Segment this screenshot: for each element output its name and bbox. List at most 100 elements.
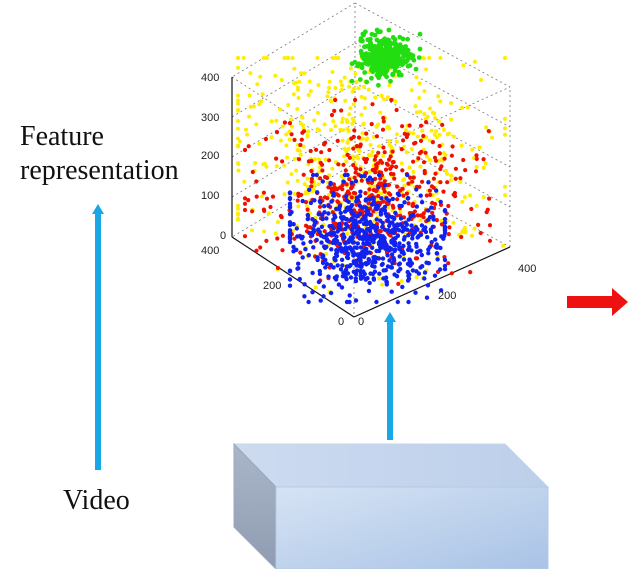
scatter-point-blue (326, 274, 331, 279)
scatter-point-red (263, 136, 268, 142)
scatter-point-blue (369, 224, 374, 229)
scatter-point-green (379, 48, 385, 53)
scatter-point-yellow (269, 135, 274, 140)
scatter-point-yellow (432, 132, 437, 137)
scatter-point-blue (400, 229, 405, 234)
scatter-point-blue (296, 261, 301, 266)
scatter-point-blue (353, 178, 359, 184)
scatter-point-blue (295, 234, 300, 239)
scatter-point-yellow (483, 161, 488, 166)
scatter-point-red (336, 162, 341, 167)
scatter-point-blue (337, 241, 343, 247)
scatter-point-blue (357, 255, 362, 261)
scatter-point-yellow (381, 154, 385, 158)
scatter-point-blue (334, 253, 340, 258)
scatter-point-blue (406, 233, 411, 238)
scatter-point-red (242, 201, 248, 206)
scatter-point-yellow (449, 101, 454, 105)
scatter-point-blue (295, 266, 300, 271)
scatter-point-red (434, 218, 439, 223)
scatter-point-red (359, 178, 364, 183)
scatter-point-blue (419, 200, 425, 205)
scatter-point-red (400, 168, 405, 173)
scatter-point-blue (336, 282, 342, 287)
scatter-point-blue (327, 224, 332, 229)
scatter-point-red (274, 130, 280, 135)
scatter-point-yellow (305, 204, 309, 209)
scatter-point-yellow (285, 180, 290, 185)
scatter-point-red (309, 168, 314, 174)
scatter-point-red (340, 187, 345, 192)
scatter-point-red (275, 236, 280, 241)
scatter-point-blue (414, 244, 419, 249)
scatter-point-blue (373, 255, 378, 260)
scatter-point-red (481, 157, 486, 162)
scatter-point-blue (426, 180, 431, 185)
scatter-point-blue (321, 234, 327, 240)
scatter-point-red (387, 157, 392, 162)
scatter-point-green (364, 79, 370, 85)
scatter-point-red (386, 191, 392, 196)
scatter-point-red (391, 159, 396, 165)
scatter-point-yellow (306, 93, 311, 97)
scatter-point-blue (356, 233, 362, 239)
scatter-point-yellow (503, 126, 507, 131)
scatter-point-blue (345, 207, 350, 213)
scatter-point-yellow (451, 220, 456, 225)
scatter-point-blue (326, 211, 331, 216)
scatter-point-red (402, 131, 407, 136)
scatter-point-red (364, 131, 369, 136)
scatter-point-yellow (316, 83, 321, 87)
scatter-point-red (394, 107, 399, 113)
scatter-point-blue (368, 271, 373, 276)
scatter-point-green (417, 46, 423, 52)
scatter-point-blue (392, 272, 397, 277)
scatter-point-green (352, 59, 358, 65)
scatter-point-red (319, 150, 324, 155)
scatter-point-yellow (300, 123, 305, 128)
scatter-point-yellow (461, 63, 466, 68)
scatter-point-red (389, 97, 394, 103)
scatter-point-yellow (460, 105, 464, 110)
scatter-point-blue (374, 299, 379, 305)
scatter-point-blue (352, 224, 357, 230)
scatter-point-red (309, 176, 314, 181)
scatter-point-yellow (250, 228, 254, 233)
scatter-point-blue (438, 245, 443, 251)
scatter-point-yellow (474, 203, 479, 208)
scatter-point-blue (287, 269, 293, 274)
scatter-point-yellow (294, 168, 299, 173)
scatter-point-yellow (282, 56, 287, 60)
scatter-point-blue (354, 214, 360, 219)
scatter-point-yellow (262, 229, 267, 234)
scatter-point-red (242, 196, 248, 201)
scatter-point-red (413, 140, 418, 145)
scatter-point-yellow (351, 118, 356, 123)
scatter-point-blue (376, 240, 382, 245)
scatter-point-green (370, 69, 376, 75)
scatter-point-yellow (257, 102, 262, 107)
scatter-point-red (427, 188, 432, 193)
scatter-point-green (390, 72, 396, 78)
scatter-point-yellow (434, 129, 439, 134)
scatter-point-red (354, 202, 359, 207)
scatter-point-blue (320, 260, 326, 266)
scatter-point-blue (434, 251, 440, 256)
scatter-point-yellow (418, 164, 423, 169)
scatter-point-blue (442, 228, 448, 234)
scatter-point-green (363, 60, 369, 66)
scatter-point-red (376, 193, 381, 199)
scatter-point-blue (396, 223, 401, 228)
scatter-point-yellow (501, 243, 505, 248)
scatter-point-yellow (308, 89, 313, 94)
scatter-point-red (364, 157, 369, 162)
scatter-point-blue (424, 295, 430, 300)
scatter-point-blue (294, 247, 299, 252)
scatter-point-blue (402, 226, 407, 231)
scatter-point-blue (376, 248, 382, 254)
scatter-point-yellow (462, 195, 467, 200)
scatter-point-blue (349, 247, 354, 252)
scatter-point-red (446, 232, 451, 237)
scatter-point-red (261, 190, 266, 195)
scatter-point-blue (382, 183, 388, 188)
